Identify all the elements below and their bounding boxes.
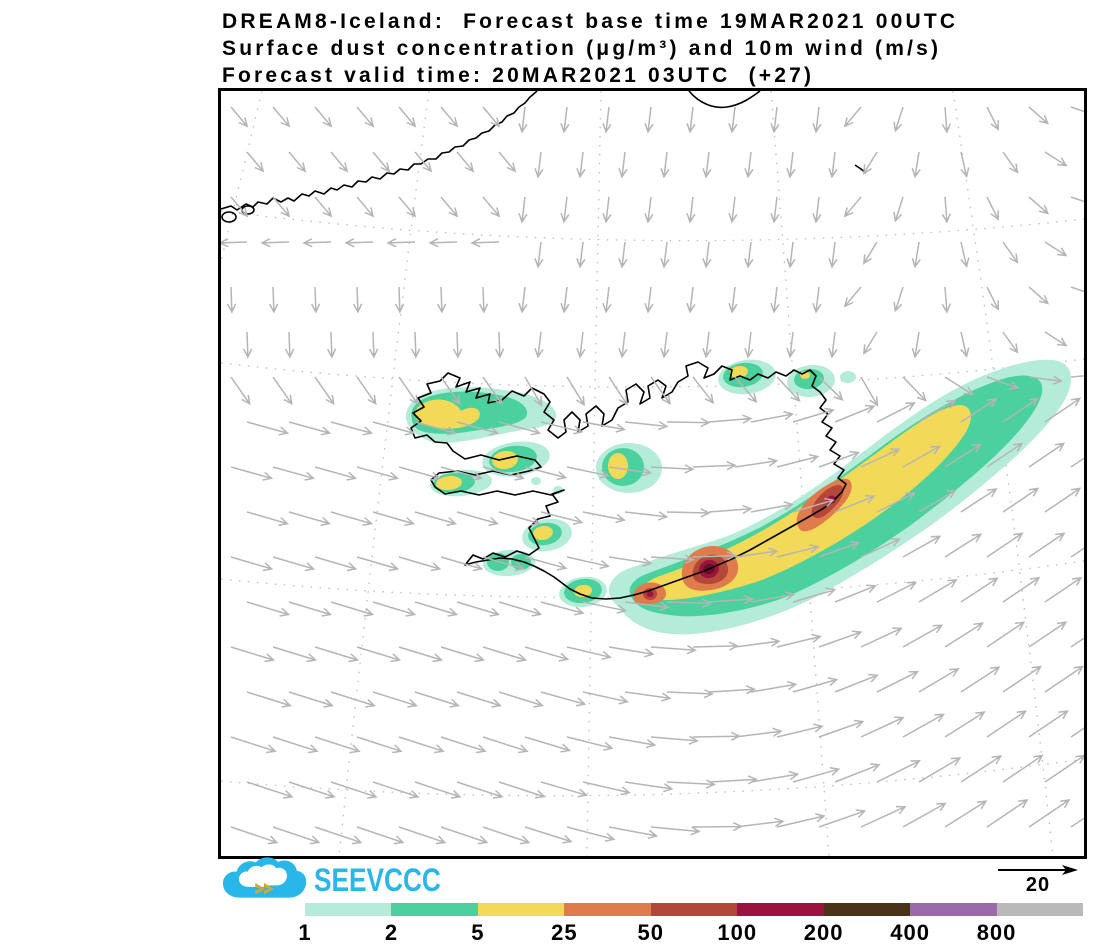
colorbar-segment	[477, 903, 565, 916]
concentration-colorbar	[305, 903, 1083, 916]
colorbar-tick-label: 800	[976, 920, 1017, 945]
map-canvas	[221, 91, 1084, 856]
colorbar-segment	[650, 903, 738, 916]
colorbar-segment	[564, 903, 651, 916]
colorbar-tick-label: 200	[803, 920, 844, 945]
colorbar-tick-label: 1	[298, 920, 312, 945]
wind-reference-arrow-icon	[998, 865, 1078, 875]
wind-reference-value: 20	[1025, 874, 1051, 896]
title-line-2: Surface dust concentration (μg/m³) and 1…	[222, 37, 942, 60]
colorbar-tick-label: 25	[551, 920, 578, 945]
colorbar-tick-label: 400	[890, 920, 930, 945]
colorbar-segment	[737, 903, 824, 916]
cloud-logo-icon	[222, 857, 307, 898]
colorbar-tick-label: 5	[471, 920, 485, 945]
title-line-3: Forecast valid time: 20MAR2021 03UTC (+2…	[222, 64, 815, 87]
colorbar-segment	[305, 903, 392, 916]
forecast-map	[218, 88, 1087, 859]
wind-reference: 20	[996, 862, 1080, 897]
colorbar-tick-label: 100	[717, 920, 758, 945]
map-title: DREAM8-Iceland: Forecast base time 19MAR…	[222, 8, 958, 89]
colorbar-segment	[823, 903, 911, 916]
title-line-1: DREAM8-Iceland: Forecast base time 19MAR…	[222, 10, 959, 33]
seevccc-logo: SEEVCCC	[220, 856, 469, 904]
colorbar-tick-label: 50	[637, 920, 665, 945]
seevccc-logo-text: SEEVCCC	[314, 861, 441, 898]
colorbar-segment	[910, 903, 997, 916]
colorbar-segment	[391, 903, 478, 916]
wind-arrows	[221, 106, 1084, 845]
colorbar-segment	[996, 903, 1083, 916]
colorbar-labels: 1 2 5 25 50 100 200 400 800	[298, 920, 1083, 946]
colorbar-tick-label: 2	[384, 920, 399, 945]
